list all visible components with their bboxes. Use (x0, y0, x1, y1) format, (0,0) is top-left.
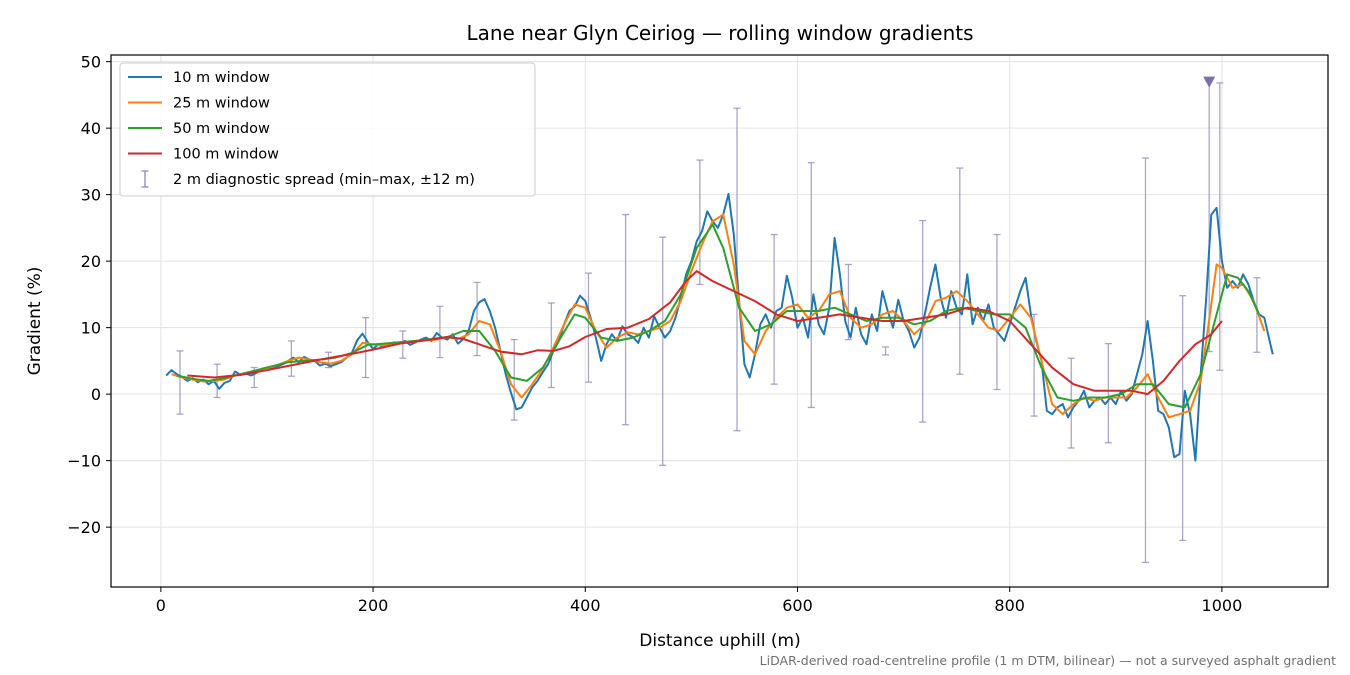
error-bar (659, 236, 667, 466)
y-axis-ticks: −20 −10 0 10 20 30 40 50 (67, 53, 111, 537)
error-bar (436, 305, 444, 359)
error-bar (1142, 157, 1150, 564)
error-bar (176, 350, 184, 415)
y-tick-label: 30 (81, 186, 101, 205)
x-axis-label: Distance uphill (m) (639, 631, 800, 651)
error-bar (882, 346, 890, 356)
x-tick-label: 600 (782, 596, 813, 615)
error-bar (844, 263, 852, 341)
legend-label: 100 m window (173, 147, 279, 163)
error-bar (1067, 357, 1075, 449)
x-tick-label: 800 (994, 596, 1025, 615)
legend: 10 m window 25 m window 50 m window 100 m w… (119, 62, 536, 197)
series-line (176, 223, 1260, 409)
x-tick-label: 0 (156, 596, 166, 615)
error-bar (807, 162, 815, 409)
legend-label: 50 m window (173, 121, 270, 137)
x-axis-ticks: 0 200 400 600 800 1000 (156, 587, 1242, 615)
y-tick-label: 20 (81, 252, 101, 271)
peak-marker (1203, 76, 1216, 88)
error-bar (696, 159, 704, 286)
plot-frame (110, 54, 1329, 588)
x-tick-label: 400 (570, 596, 601, 615)
chart-title: Lane near Glyn Ceiriog — rolling window … (466, 21, 973, 45)
error-bar (956, 167, 964, 375)
error-bar (547, 302, 555, 389)
y-tick-label: 40 (81, 119, 101, 138)
error-bar (584, 272, 592, 383)
legend-box (119, 62, 536, 197)
error-bar (1104, 342, 1112, 444)
y-tick-label: 10 (81, 319, 101, 338)
y-tick-label: 50 (81, 53, 101, 72)
footnote: LiDAR-derived road-centreline profile (1… (760, 653, 1336, 668)
y-axis-label: Gradient (%) (25, 267, 45, 376)
error-bar (993, 233, 1001, 391)
series-line (171, 213, 1266, 419)
y-tick-label: 0 (91, 385, 101, 404)
y-tick-label: −10 (67, 452, 101, 471)
legend-label: 2 m diagnostic spread (min–max, ±12 m) (173, 172, 475, 188)
legend-label: 25 m window (173, 96, 270, 112)
x-tick-label: 200 (358, 596, 389, 615)
error-bar (770, 233, 778, 385)
x-tick-label: 1000 (1202, 596, 1243, 615)
error-bar (1253, 277, 1261, 353)
error-bar (622, 213, 630, 426)
series-lines (165, 193, 1274, 462)
error-bar (362, 317, 370, 379)
legend-label: 10 m window (173, 70, 270, 86)
series-line (187, 270, 1223, 396)
y-tick-label: −20 (67, 518, 101, 537)
error-bar (399, 330, 407, 359)
